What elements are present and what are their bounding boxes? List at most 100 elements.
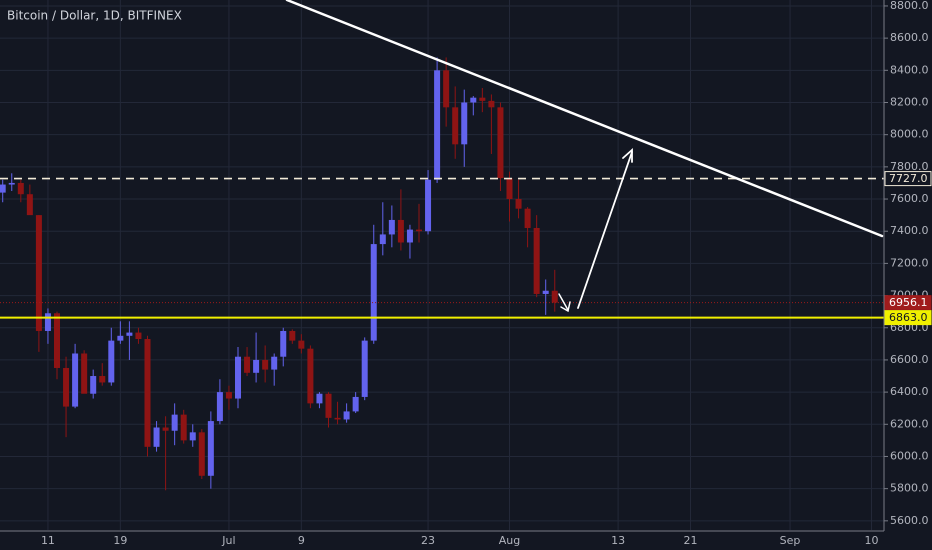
candle-body	[307, 348, 314, 404]
candle-body	[524, 208, 531, 228]
candle-body	[298, 340, 305, 349]
x-tick-label: 23	[421, 534, 435, 547]
y-tick-label: 5600.0	[890, 514, 929, 527]
time-axis	[0, 531, 884, 550]
candle-body	[63, 367, 70, 407]
y-tick-label: 6000.0	[890, 449, 929, 462]
candle-body	[126, 332, 133, 336]
candle-body	[289, 330, 296, 341]
candle-body	[235, 356, 241, 399]
y-tick-label: 8400.0	[890, 63, 929, 76]
candle-body	[244, 356, 251, 373]
candle-body	[54, 313, 60, 368]
candle-body	[253, 359, 260, 373]
candle-body	[397, 219, 404, 243]
candle-body	[506, 178, 513, 200]
candle-body	[425, 179, 432, 232]
candle-body	[280, 330, 287, 357]
candle-body	[262, 359, 269, 370]
x-tick-label: Aug	[499, 534, 520, 547]
candle-body	[479, 97, 486, 101]
price-label-box	[884, 310, 932, 326]
arrow-head	[622, 147, 633, 163]
candle-body	[497, 107, 504, 179]
candle-body	[162, 427, 169, 431]
drawings	[285, 0, 884, 313]
candle-body	[488, 100, 495, 108]
candle-body	[443, 70, 450, 108]
candle-body	[0, 184, 6, 193]
price-label: 7727.0	[889, 172, 928, 185]
y-tick-label: 6600.0	[890, 353, 929, 366]
candle-body	[153, 427, 160, 447]
candle-body	[8, 182, 15, 185]
x-tick-label: 11	[41, 534, 55, 547]
candle-body	[325, 393, 332, 418]
price-axis	[884, 0, 932, 550]
candle-body	[434, 70, 441, 180]
candle-body	[542, 290, 549, 294]
candle-body	[180, 414, 187, 441]
candle-body	[551, 290, 558, 303]
y-tick-label: 7600.0	[890, 192, 929, 205]
y-tick-label: 7200.0	[890, 256, 929, 269]
price-label-box	[884, 295, 932, 311]
candle-body	[271, 356, 278, 370]
candle-body	[81, 353, 88, 394]
candle-body	[171, 414, 178, 431]
candle-body	[189, 432, 196, 441]
candle-body	[144, 339, 151, 447]
y-tick-label: 7800.0	[890, 160, 929, 173]
candle-body	[515, 199, 522, 209]
candle-body	[99, 376, 106, 383]
candle-body	[416, 229, 422, 232]
candle-body	[44, 313, 51, 331]
candle-body	[117, 335, 124, 341]
candles	[0, 57, 884, 491]
candle-body	[90, 376, 97, 394]
x-tick-label: 13	[611, 534, 625, 547]
candle-body	[225, 392, 232, 399]
candle-body	[533, 227, 540, 294]
trend-line	[285, 0, 884, 238]
candle-body	[72, 353, 79, 407]
arrow-up	[577, 151, 633, 309]
candle-body	[461, 102, 468, 145]
y-tick-label: 6200.0	[890, 417, 929, 430]
candle-body	[35, 215, 42, 331]
candle-body	[26, 194, 33, 216]
candle-body	[207, 421, 214, 476]
candle-body	[108, 340, 115, 383]
candle-body	[316, 393, 323, 404]
x-tick-label: 21	[684, 534, 698, 547]
candle-body	[388, 219, 395, 235]
candle-body	[17, 182, 24, 195]
candle-body	[343, 411, 350, 420]
price-label: 6956.1	[889, 296, 928, 309]
y-tick-label: 8000.0	[890, 128, 929, 141]
y-tick-label: 5800.0	[890, 482, 929, 495]
candle-body	[135, 332, 142, 340]
x-tick-label: 10	[865, 534, 879, 547]
candle-body	[452, 107, 459, 145]
candle-body	[334, 417, 341, 420]
price-label-box	[884, 171, 932, 187]
x-tick-label: 19	[113, 534, 127, 547]
candle-body	[361, 340, 368, 397]
candle-body	[406, 229, 413, 243]
price-label: 6863.0	[889, 311, 928, 324]
arrow-down	[558, 293, 569, 311]
candle-body	[470, 97, 477, 103]
y-tick-label: 8600.0	[890, 31, 929, 44]
y-tick-label: 8200.0	[890, 95, 929, 108]
candle-body	[370, 244, 377, 341]
x-tick-label: 9	[298, 534, 305, 547]
arrow-head	[560, 301, 571, 313]
y-tick-label: 8800.0	[890, 0, 929, 12]
x-tick-label: Sep	[780, 534, 801, 547]
chart-title: Bitcoin / Dollar, 1D, BITFINEX	[7, 9, 182, 23]
candle-body	[198, 432, 205, 476]
